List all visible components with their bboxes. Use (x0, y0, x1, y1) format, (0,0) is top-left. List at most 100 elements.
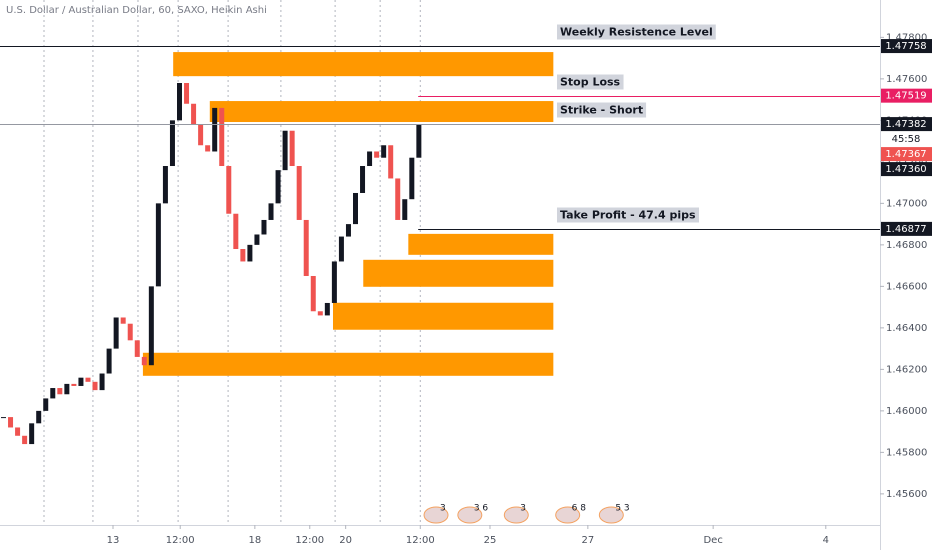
candle-body (184, 83, 190, 104)
price-tag-label: 1.47382 (885, 119, 926, 130)
candle-body (36, 410, 42, 424)
candle-body (219, 107, 225, 167)
annotation-text: Weekly Resistence Level (560, 26, 713, 39)
annotation: Stop Loss (557, 74, 624, 90)
price-tag (881, 221, 932, 236)
price-tag (881, 132, 932, 147)
candle-body (191, 103, 197, 125)
zone (408, 233, 554, 255)
candle-body (57, 388, 63, 395)
annotation-text: Take Profit - 47.4 pips (560, 209, 696, 222)
candle-body (381, 145, 387, 158)
candle-body (43, 398, 49, 411)
candle-body (282, 130, 288, 171)
x-tick-label: 12:00 (295, 535, 324, 546)
event-icon (598, 506, 624, 524)
candle-body (402, 199, 408, 220)
x-tick-label: 25 (484, 535, 497, 546)
zone (363, 259, 554, 287)
price-tag-label: 1.47758 (885, 41, 926, 52)
zone (173, 52, 554, 77)
candle-body (247, 244, 253, 262)
x-tick-label: Dec (703, 535, 722, 546)
price-tag (881, 162, 932, 177)
candle-body (395, 178, 401, 220)
price-tag (881, 147, 932, 162)
candle-body (324, 302, 330, 316)
price-tag (881, 88, 932, 103)
candle-body (169, 120, 175, 167)
y-tick-label: 1.46600 (886, 281, 927, 292)
candle-body (177, 83, 182, 121)
candle-body (205, 145, 211, 152)
candle-body (78, 377, 84, 386)
y-tick-label: 1.45800 (886, 447, 927, 458)
y-tick-label: 1.46200 (886, 364, 927, 375)
x-tick-label: 27 (581, 535, 594, 546)
price-tag-label: 45:58 (892, 134, 921, 145)
candle-body (92, 381, 98, 391)
candle-body (1, 417, 6, 419)
y-tick-label: 1.46800 (886, 240, 927, 251)
price-tag (881, 39, 932, 54)
x-tick-label: 12:00 (166, 535, 195, 546)
candle-body (303, 219, 309, 276)
candle-body (338, 236, 344, 262)
event-label: 6 8 (572, 504, 587, 514)
y-tick-label: 1.47800 (886, 32, 927, 43)
candle-body (353, 192, 358, 225)
annotation-box (557, 74, 624, 90)
price-tag-label: 1.47360 (885, 164, 926, 175)
candle-body (233, 213, 239, 250)
price-tag-label: 1.47519 (885, 91, 926, 102)
y-tick-label: 1.46400 (886, 323, 927, 334)
annotation: Weekly Resistence Level (557, 24, 716, 40)
candle-body (388, 145, 394, 179)
price-tag (881, 117, 932, 132)
event-icon (423, 506, 449, 524)
candle-body (85, 377, 91, 382)
zone (209, 101, 554, 123)
candle-body (71, 383, 77, 386)
candle-body (141, 356, 147, 366)
candle-body (148, 286, 154, 366)
annotation-text: Strike - Short (560, 104, 643, 117)
candle-body (310, 275, 316, 312)
candle-body (8, 417, 14, 428)
y-tick-label: 1.47000 (886, 198, 927, 209)
candle-body (261, 219, 267, 235)
candle-body (275, 170, 281, 204)
zone (142, 352, 554, 376)
annotation-box (557, 102, 647, 118)
candle-body (296, 166, 302, 220)
candle-body (409, 157, 415, 200)
candle-body (22, 435, 28, 445)
candle-body (360, 166, 366, 193)
annotation: Take Profit - 47.4 pips (557, 207, 699, 223)
x-tick-label: 12:00 (406, 535, 435, 546)
event-icon (503, 506, 529, 524)
candle-body (198, 124, 204, 146)
candle-body (212, 107, 218, 152)
annotation: Strike - Short (557, 102, 647, 118)
y-tick-label: 1.45600 (886, 489, 927, 500)
candle-body (15, 427, 21, 436)
candle-body (120, 317, 126, 324)
y-tick-label: 1.46000 (886, 406, 927, 417)
candle-body (317, 311, 323, 316)
y-tick-label: 1.47600 (886, 74, 927, 85)
event-label: 3 (440, 504, 446, 514)
chart-title: U.S. Dollar / Australian Dollar, 60, SAX… (6, 5, 267, 16)
candle-body (155, 203, 161, 287)
candle-body (289, 130, 295, 167)
candle-body (416, 124, 422, 158)
candle-body (240, 249, 246, 262)
candle-body (113, 317, 119, 349)
candle-body (374, 151, 380, 158)
annotation-box (557, 207, 699, 223)
candle-body (50, 388, 56, 399)
candle-body (134, 340, 140, 357)
annotation-text: Stop Loss (560, 76, 621, 89)
event-label: 5 3 (615, 504, 629, 514)
